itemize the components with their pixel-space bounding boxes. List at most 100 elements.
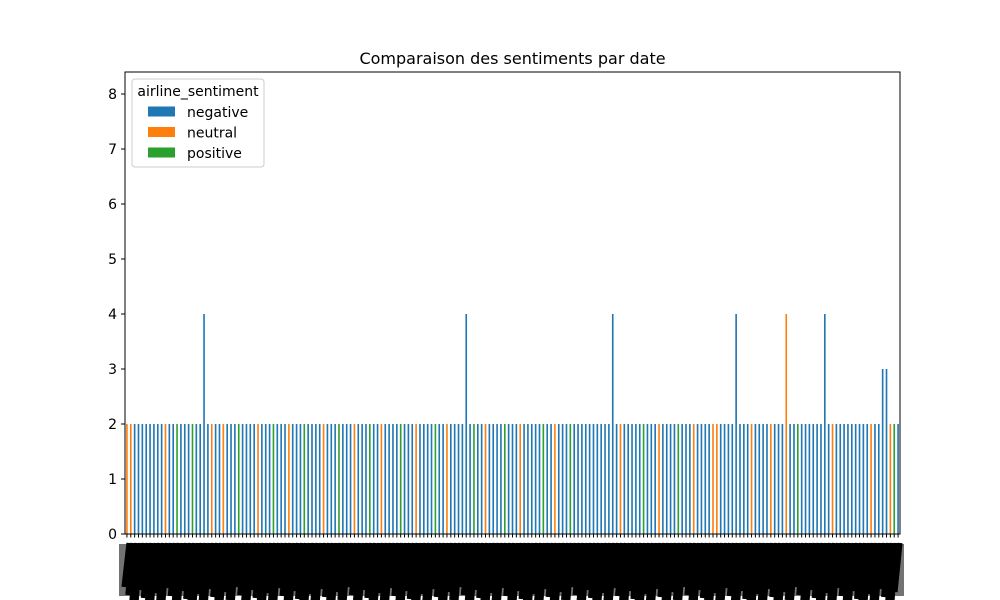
bar-negative	[496, 424, 498, 534]
bar-negative	[546, 424, 549, 534]
bar-negative	[627, 424, 629, 534]
bar-neutral	[257, 424, 259, 534]
bar-negative	[581, 424, 583, 534]
bar-negative	[141, 424, 144, 534]
bar-negative	[261, 424, 263, 534]
bar-negative	[234, 424, 236, 534]
bar-negative	[241, 424, 244, 534]
bar-negative	[766, 424, 768, 534]
bar-negative	[307, 424, 309, 534]
y-tick-label: 2	[108, 417, 117, 433]
bar-negative	[754, 424, 757, 534]
bar-negative	[403, 424, 406, 534]
bar-neutral	[519, 424, 522, 534]
bar-negative	[453, 424, 456, 534]
bar-negative	[253, 424, 255, 534]
bar-positive	[893, 424, 896, 534]
legend-label-neutral: neutral	[187, 126, 237, 142]
bar-negative	[743, 424, 745, 534]
bar-negative	[731, 424, 734, 534]
bar-neutral	[785, 314, 788, 534]
bar-negative	[345, 424, 348, 534]
bar-negative	[812, 424, 815, 534]
bar-neutral	[750, 424, 753, 534]
y-tick-label: 5	[108, 252, 117, 268]
bar-negative	[673, 424, 676, 534]
bar-neutral	[415, 424, 417, 534]
bar-negative	[631, 424, 633, 534]
bar-negative	[515, 424, 518, 534]
bar-negative	[557, 424, 560, 534]
bar-negative	[897, 424, 899, 534]
bar-positive	[797, 424, 799, 534]
bar-negative	[638, 424, 641, 534]
bar-negative	[334, 424, 336, 534]
bar-positive	[399, 424, 402, 534]
bar-neutral	[770, 424, 772, 534]
bar-negative	[442, 424, 444, 534]
bar-negative	[820, 424, 822, 534]
bar-negative	[758, 424, 761, 534]
bar-negative	[407, 424, 410, 534]
plot-frame	[124, 71, 901, 535]
bar-negative	[573, 424, 575, 534]
bar-negative	[507, 424, 510, 534]
y-axis: 0 1 2 3 4 5 6 7 8	[108, 87, 125, 543]
legend-box	[131, 78, 265, 168]
bar-negative	[218, 424, 221, 534]
bar-neutral	[692, 424, 695, 534]
bar-positive	[503, 424, 506, 534]
bar-negative	[488, 424, 491, 534]
bar-negative	[704, 424, 707, 534]
bar-negative	[689, 424, 691, 534]
bar-neutral	[870, 424, 872, 534]
bar-negative	[681, 424, 683, 534]
y-tick-label: 7	[108, 142, 117, 158]
bar-negative	[384, 424, 387, 534]
bar-negative	[696, 424, 699, 534]
bar-negative	[326, 424, 329, 534]
bar-negative	[592, 424, 595, 534]
bar-negative	[315, 424, 317, 534]
bar-negative	[604, 424, 606, 534]
bar-negative	[365, 424, 367, 534]
bar-neutral	[831, 424, 834, 534]
bar-negative	[561, 424, 564, 534]
bar-negative	[858, 424, 861, 534]
bar-negative	[419, 424, 421, 534]
bar-negative	[450, 424, 452, 534]
bar-negative	[388, 424, 390, 534]
bar-negative	[584, 424, 587, 534]
bar-neutral	[619, 424, 622, 534]
legend: airline_sentiment negative neutral positiv…	[131, 78, 265, 168]
bar-negative	[172, 424, 175, 534]
bar-negative	[615, 424, 618, 534]
bar-positive	[542, 424, 545, 534]
bar-negative	[168, 424, 171, 534]
bar-negative	[824, 314, 826, 534]
bar-negative	[781, 424, 784, 534]
y-tick-label: 1	[108, 472, 117, 488]
bar-negative	[727, 424, 730, 534]
bar-negative	[762, 424, 764, 534]
legend-swatch-negative	[148, 106, 175, 117]
legend-label-negative: negative	[187, 105, 248, 121]
bar-negative	[804, 424, 807, 534]
bar-negative	[203, 314, 205, 534]
bar-negative	[357, 424, 360, 534]
bar-negative	[881, 369, 884, 534]
bar-negative	[635, 424, 637, 534]
bar-negative	[847, 424, 849, 534]
y-tick-label: 8	[108, 87, 117, 103]
bar-negative	[156, 424, 159, 534]
bar-negative	[268, 424, 271, 534]
bar-negative	[650, 424, 653, 534]
bar-negative	[777, 424, 780, 534]
bar-neutral	[554, 424, 556, 534]
bar-negative	[133, 424, 136, 534]
bar-negative	[827, 424, 830, 534]
bar-negative	[249, 424, 252, 534]
bar-negative	[195, 424, 198, 534]
bar-negative	[662, 424, 664, 534]
